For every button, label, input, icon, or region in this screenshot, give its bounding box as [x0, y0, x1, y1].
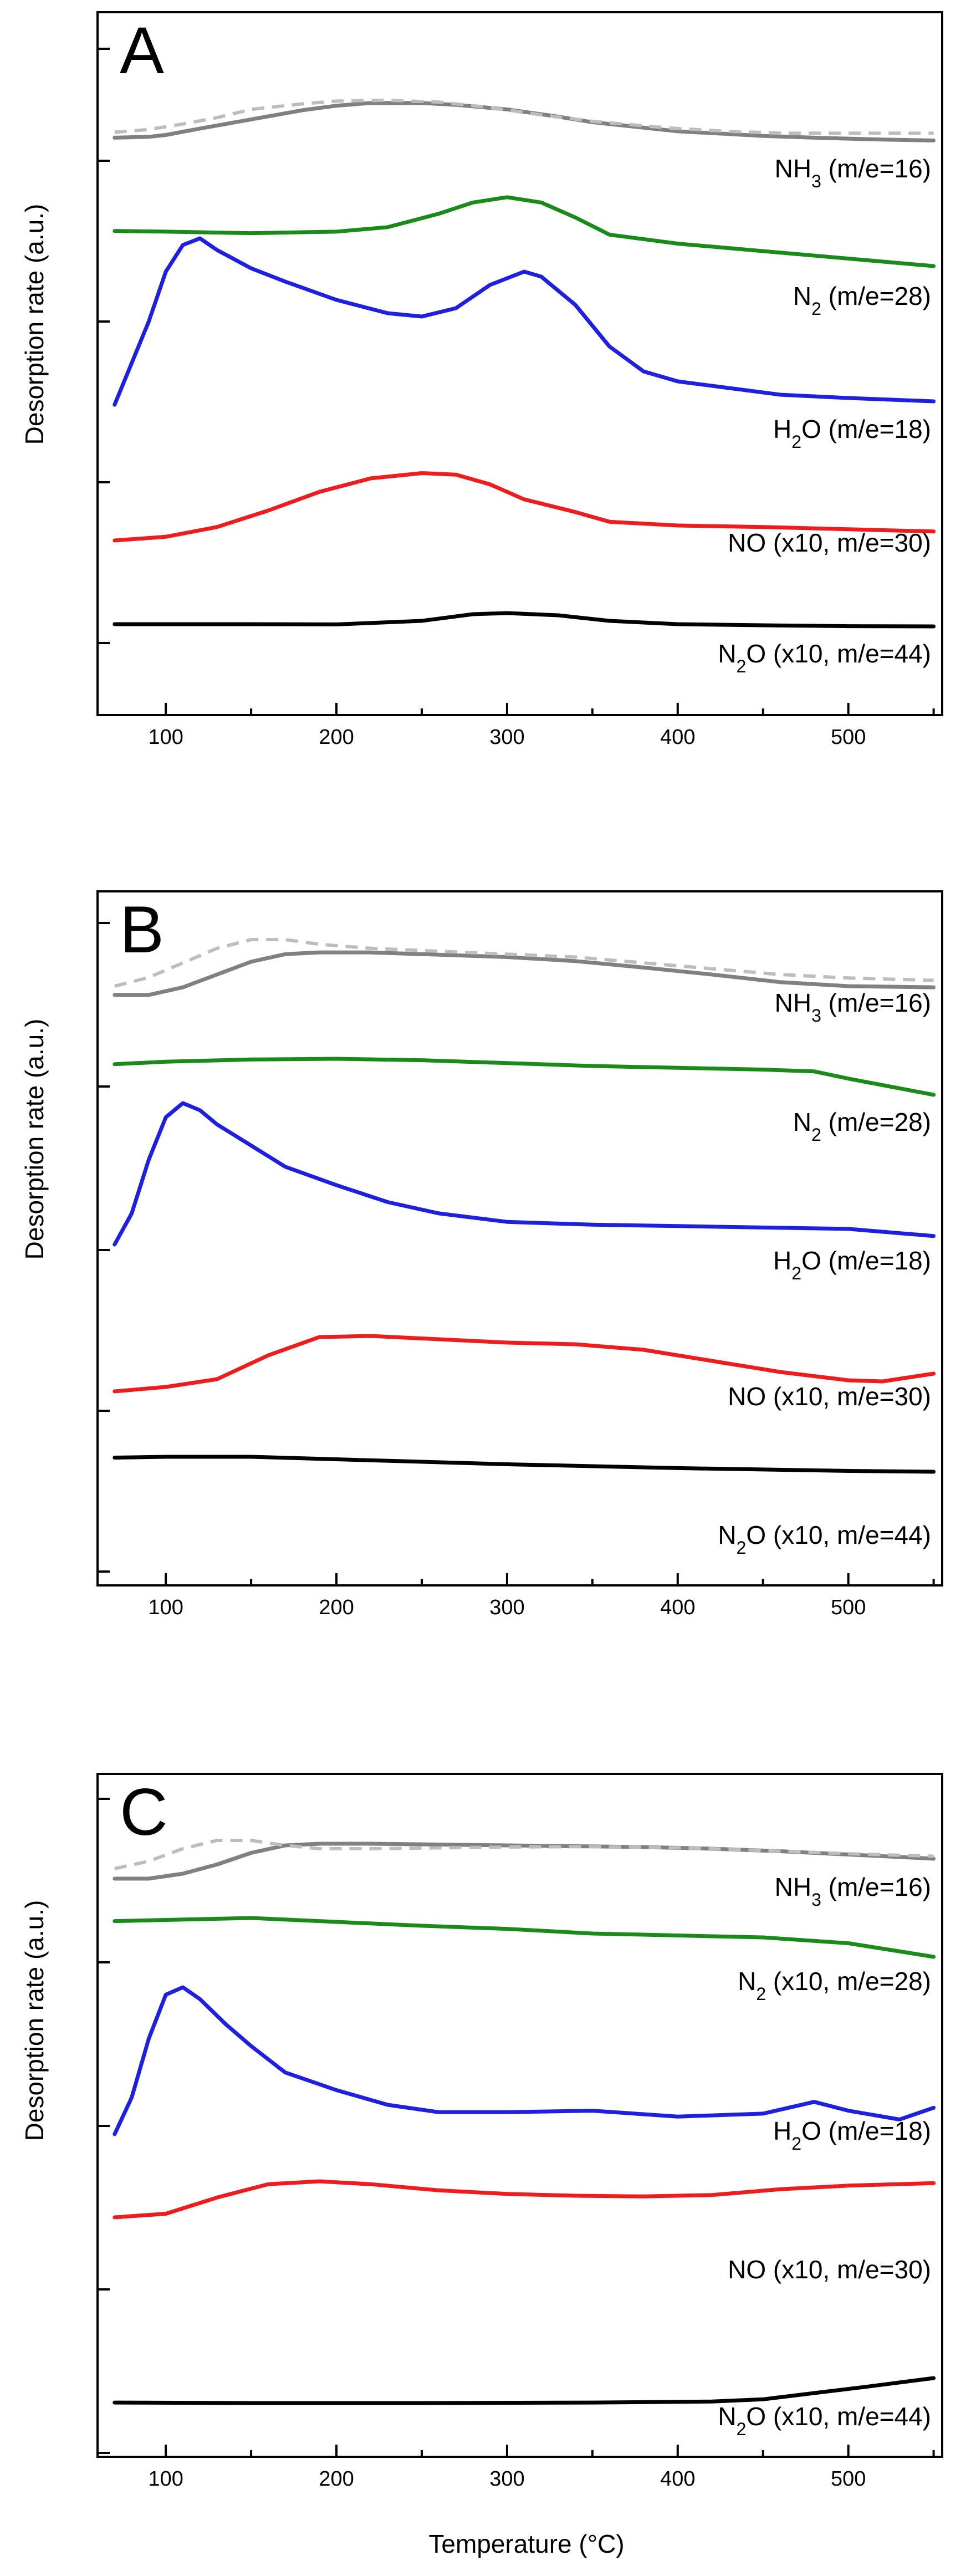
series-line-nh3-ref: [114, 98, 934, 135]
series-line-nh3-ref: [114, 1839, 934, 1870]
x-tick-label: 100: [148, 726, 183, 749]
series-label-n2: N2 (m/e=28): [793, 1108, 931, 1145]
x-tick-label: 300: [489, 726, 524, 749]
series-label-no: NO (x10, m/e=30): [728, 1382, 931, 1411]
panel-letter: A: [120, 13, 164, 88]
series-line-n2: [113, 1916, 936, 1959]
series-label-n2: N2 (x10, m/e=28): [738, 1967, 931, 2004]
x-tick-label: 200: [319, 726, 354, 749]
series-line-n2: [113, 195, 936, 268]
series-line-h2o: [113, 1985, 936, 2136]
series-line-n2: [113, 1057, 936, 1097]
series-label-h2o: H2O (m/e=18): [773, 1246, 931, 1283]
series-label-nh3: NH3 (m/e=16): [775, 988, 931, 1026]
x-tick-label: 400: [660, 1596, 695, 1619]
series-line-no: [113, 471, 936, 543]
series-label-n2: N2 (m/e=28): [793, 282, 931, 319]
panels-root: 100 200 300 400 500 A NH3 (m/e=16) N2 (m/e=28) H…: [96, 11, 943, 2491]
series-label-n2o: N2O (x10, m/e=44): [718, 639, 931, 676]
series-line-no: [113, 1334, 936, 1394]
series-line-n2o: [113, 1455, 936, 1474]
x-tick-label: 500: [831, 726, 866, 749]
series-line-nh3: [113, 950, 936, 997]
series-line-no: [113, 2179, 936, 2220]
series-label-no: NO (x10, m/e=30): [728, 528, 931, 557]
series-label-nh3: NH3 (m/e=16): [775, 1873, 931, 1910]
series-label-n2o: N2O (x10, m/e=44): [718, 1521, 931, 1558]
y-axis-label-a: Desorption rate (a.u.): [20, 204, 49, 445]
series-line-n2o: [113, 2376, 936, 2405]
x-tick-label: 300: [489, 1596, 524, 1619]
panel-b: 100 200 300 400 500 B NH3 (m/e=16) N2 (m/e=28) H…: [96, 890, 943, 1619]
series-label-n2o: N2O (x10, m/e=44): [718, 2402, 931, 2439]
x-tick-label: 500: [831, 1596, 866, 1619]
series-label-h2o: H2O (m/e=18): [773, 415, 931, 452]
plot-frame: [96, 1773, 943, 2458]
x-axis-label: Temperature (°C): [428, 2529, 624, 2558]
series-line-n2o: [113, 611, 936, 629]
x-tick-label: 500: [831, 2467, 866, 2491]
x-tick-label: 400: [660, 2467, 695, 2491]
y-axis-label-c: Desorption rate (a.u.): [20, 1900, 49, 2141]
series-line-nh3: [113, 101, 936, 142]
series-line-h2o: [113, 236, 936, 407]
x-tick-label: 200: [319, 2467, 354, 2491]
panel-letter: B: [120, 892, 164, 967]
series-line-nh3-ref: [114, 938, 934, 988]
x-tick-label: 100: [148, 1596, 183, 1619]
panel-a: 100 200 300 400 500 A NH3 (m/e=16) N2 (m/e=28) H…: [96, 11, 943, 749]
panel-c: 100 200 300 400 500 C NH3 (m/e=16) N2 (x10, m/e…: [96, 1773, 943, 2491]
plot-frame: [96, 890, 943, 1587]
series-label-h2o: H2O (m/e=18): [773, 2116, 931, 2154]
panel-letter: C: [120, 1775, 168, 1849]
x-tick-label: 300: [489, 2467, 524, 2491]
series-line-nh3: [113, 1842, 936, 1881]
series-label-no: NO (x10, m/e=30): [728, 2255, 931, 2284]
plot-frame: [96, 11, 943, 716]
x-tick-label: 200: [319, 1596, 354, 1619]
x-tick-label: 400: [660, 726, 695, 749]
y-axis-label-b: Desorption rate (a.u.): [20, 1019, 49, 1260]
series-line-h2o: [113, 1101, 936, 1247]
x-tick-label: 100: [148, 2467, 183, 2491]
series-label-nh3: NH3 (m/e=16): [775, 154, 931, 191]
